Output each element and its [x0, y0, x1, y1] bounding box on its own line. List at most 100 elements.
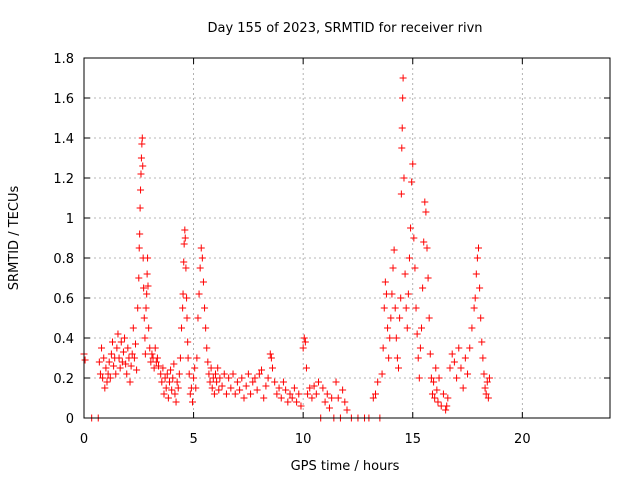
data-point — [201, 304, 209, 312]
data-point — [339, 386, 347, 394]
data-point — [114, 330, 122, 338]
data-point — [210, 390, 218, 398]
data-point — [323, 390, 331, 398]
data-point — [170, 360, 178, 368]
data-point — [205, 370, 213, 378]
data-point — [425, 314, 433, 322]
data-point — [137, 170, 145, 178]
data-point — [422, 208, 430, 216]
data-point — [183, 294, 191, 302]
data-point — [180, 258, 188, 266]
data-point — [206, 378, 214, 386]
data-point — [484, 394, 492, 402]
y-tick-label: 1.2 — [53, 172, 74, 187]
y-tick-label: 1 — [66, 212, 74, 227]
y-tick-label: 0.4 — [53, 332, 74, 347]
data-point — [446, 364, 454, 372]
data-point — [392, 334, 400, 342]
data-point — [412, 304, 420, 312]
data-point — [419, 284, 427, 292]
data-point — [247, 390, 255, 398]
data-point — [175, 370, 183, 378]
data-point — [275, 384, 283, 392]
data-point — [159, 364, 167, 372]
data-point — [124, 344, 132, 352]
data-point — [121, 334, 129, 342]
data-point — [341, 398, 349, 406]
data-point — [413, 330, 421, 338]
data-point — [100, 354, 108, 362]
data-point — [404, 290, 412, 298]
data-point — [414, 354, 422, 362]
data-point — [220, 370, 228, 378]
data-point — [306, 384, 314, 392]
data-point — [173, 378, 181, 386]
data-point — [130, 354, 138, 362]
data-point — [442, 406, 450, 414]
data-point — [430, 378, 438, 386]
data-point — [139, 162, 147, 170]
data-point — [188, 398, 196, 406]
data-point — [453, 374, 461, 382]
data-point — [483, 378, 491, 386]
data-point — [398, 144, 406, 152]
data-point — [402, 304, 410, 312]
data-point — [140, 284, 148, 292]
y-tick-label: 0.8 — [53, 252, 74, 267]
data-point — [443, 402, 451, 410]
data-point — [136, 204, 144, 212]
data-point — [396, 314, 404, 322]
data-point — [140, 314, 148, 322]
data-point — [397, 190, 405, 198]
plot-area-frame — [83, 57, 611, 419]
chart-title: Day 155 of 2023, SRMTID for receiver riv… — [207, 21, 482, 36]
data-point — [141, 334, 149, 342]
data-point — [434, 398, 442, 406]
data-point — [293, 398, 301, 406]
data-point — [415, 374, 423, 382]
data-point — [407, 224, 415, 232]
data-point — [268, 364, 276, 372]
data-point — [194, 314, 202, 322]
data-point — [81, 356, 89, 364]
data-point — [325, 404, 333, 412]
data-point — [480, 370, 488, 378]
data-point — [193, 354, 201, 362]
x-tick-label: 10 — [295, 432, 312, 447]
data-point — [183, 314, 191, 322]
data-point — [384, 324, 392, 332]
data-point — [135, 274, 143, 282]
data-point — [104, 370, 112, 378]
data-point — [181, 234, 189, 242]
y-tick-label: 0 — [66, 412, 74, 427]
data-point — [106, 374, 114, 382]
data-point — [371, 390, 379, 398]
grid-lines — [84, 58, 610, 418]
data-point — [279, 378, 287, 386]
data-point — [485, 374, 493, 382]
data-point — [321, 398, 329, 406]
data-point — [343, 406, 351, 414]
data-point — [186, 390, 194, 398]
data-point — [164, 394, 172, 402]
data-point — [477, 314, 485, 322]
data-point — [151, 344, 159, 352]
y-tick-label: 0.2 — [53, 372, 74, 387]
data-point — [273, 390, 281, 398]
data-point — [115, 354, 123, 362]
data-point — [227, 384, 235, 392]
data-point — [225, 374, 233, 382]
data-point — [260, 394, 268, 402]
data-point — [191, 364, 199, 372]
data-point — [448, 350, 456, 358]
data-point — [428, 390, 436, 398]
data-point — [116, 364, 124, 372]
data-point — [95, 358, 103, 366]
data-point — [142, 304, 150, 312]
data-point — [174, 384, 182, 392]
data-point — [395, 364, 403, 372]
data-point — [192, 384, 200, 392]
data-point — [137, 154, 145, 162]
data-point — [133, 366, 141, 374]
data-point — [198, 254, 206, 262]
